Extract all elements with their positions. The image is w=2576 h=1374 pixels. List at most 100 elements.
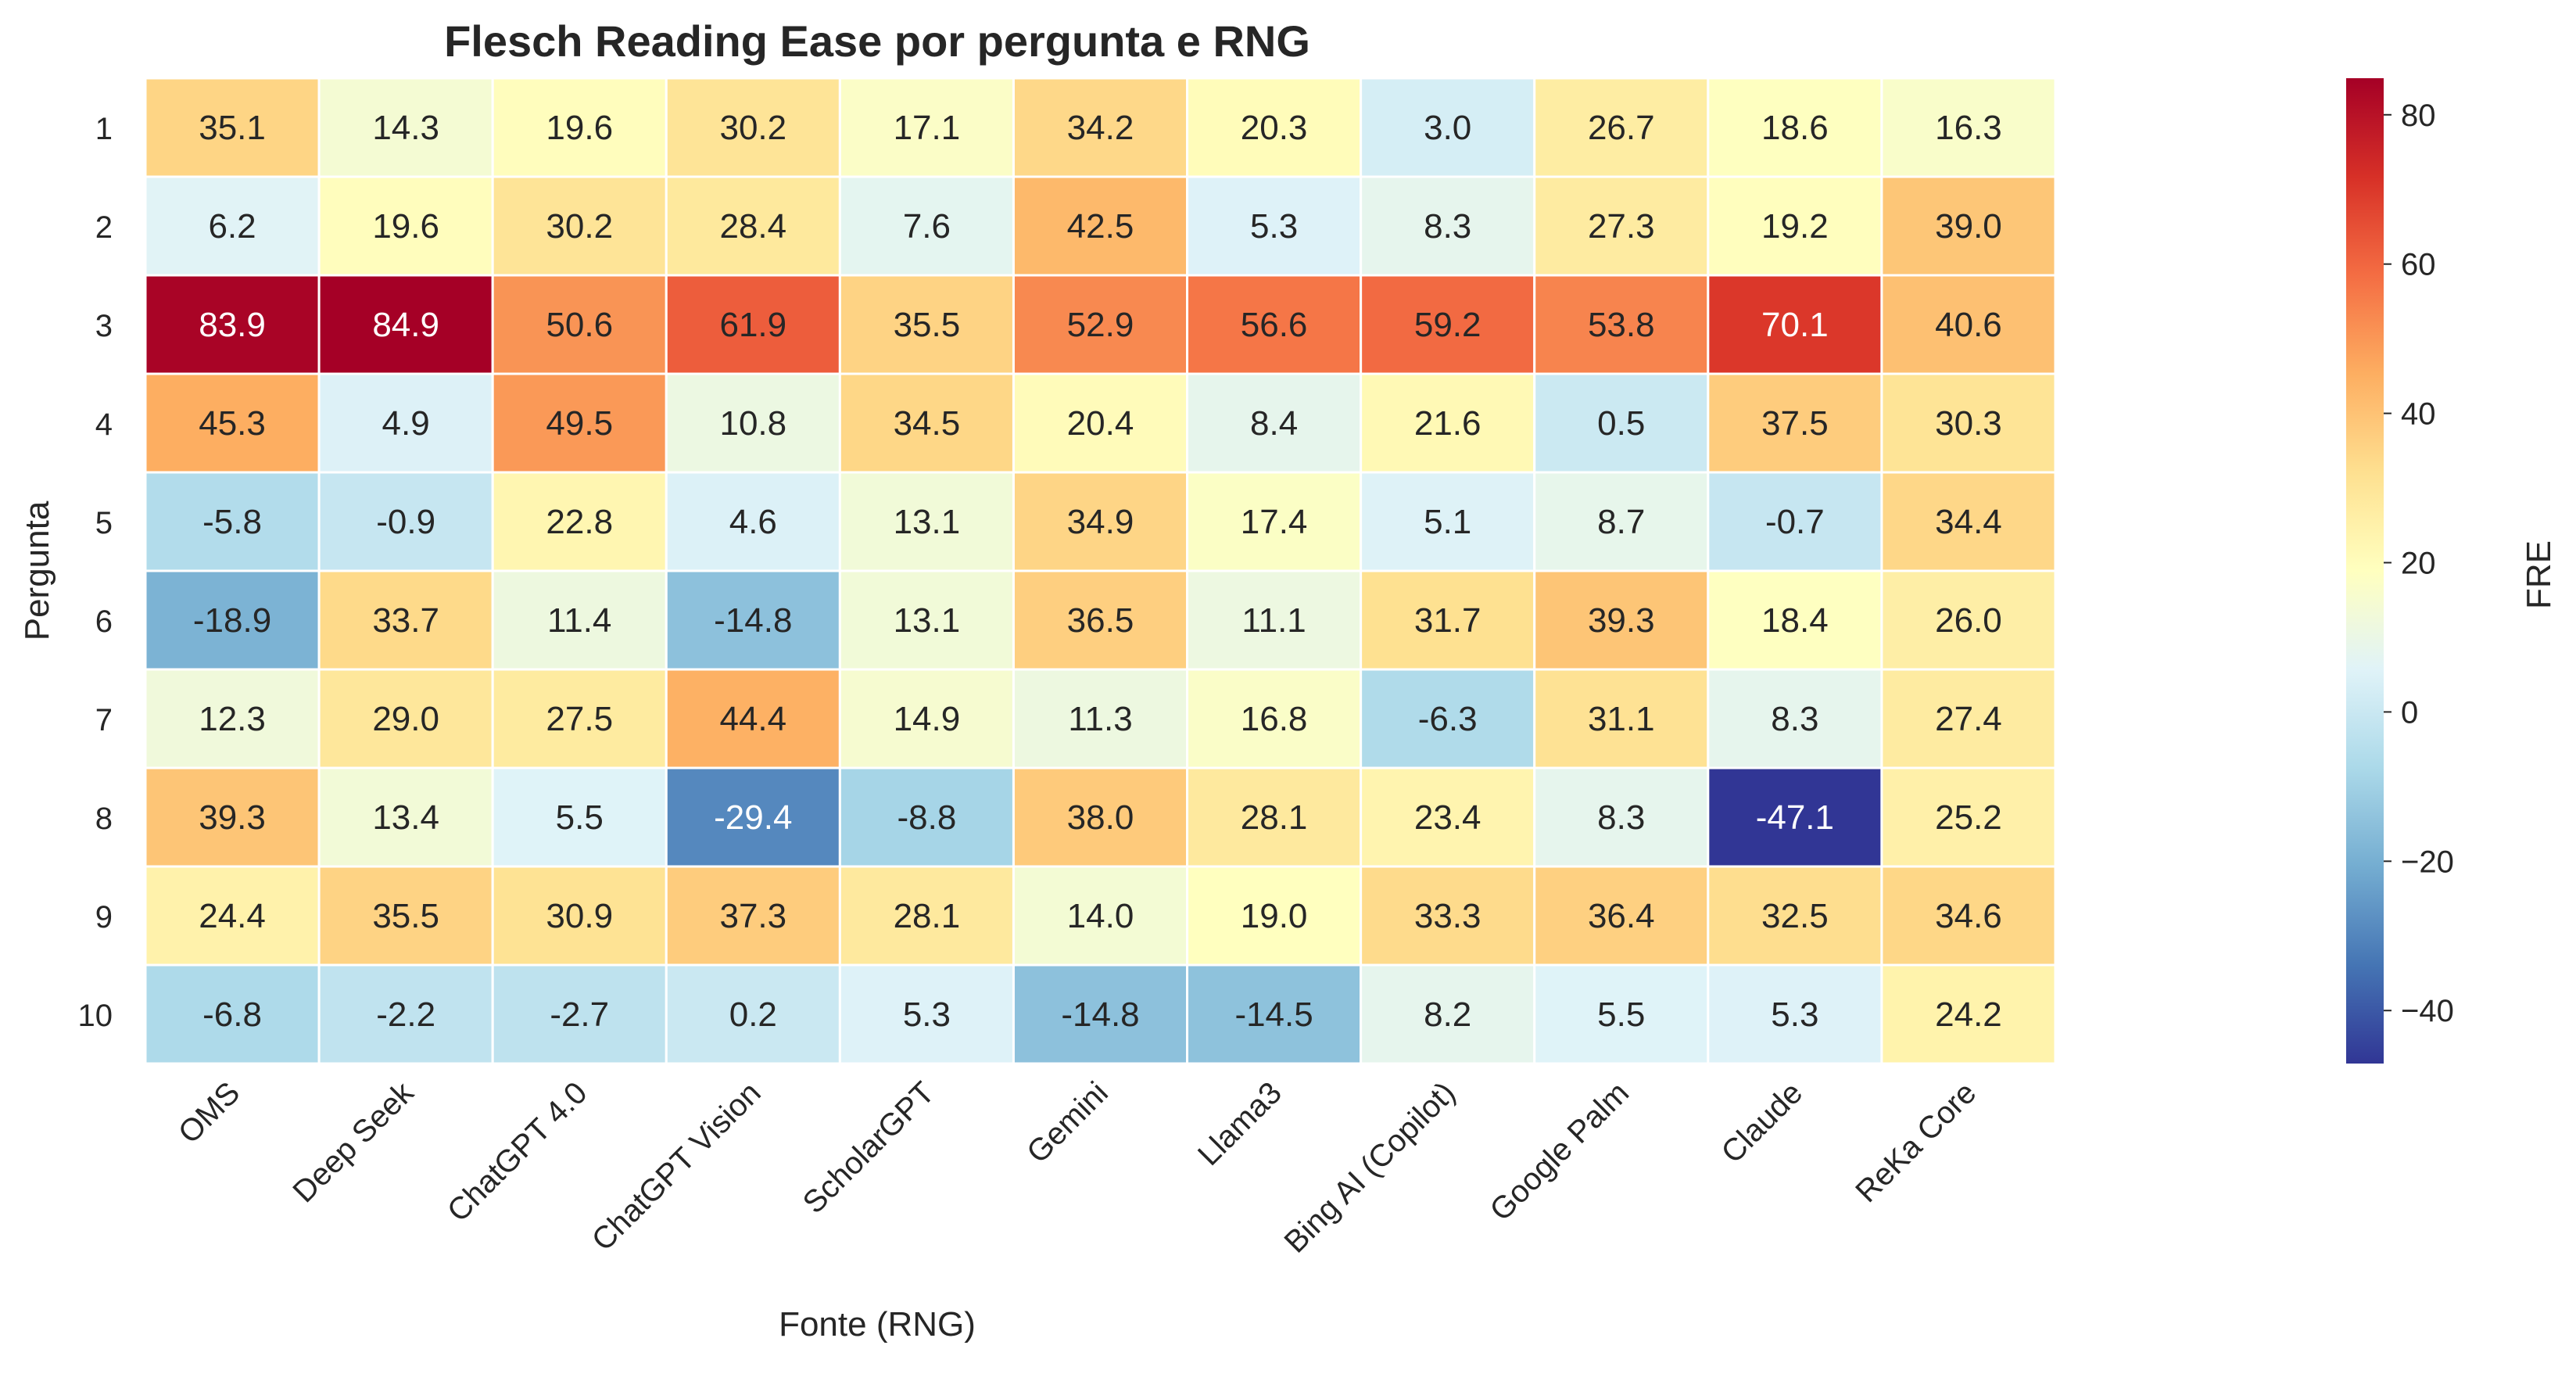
heatmap-cell — [1707, 668, 1883, 770]
cell-value-label: -29.4 — [714, 798, 792, 837]
heatmap-cell — [1186, 471, 1363, 572]
heatmap-cell — [1880, 569, 2057, 671]
row-tick-label: 7 — [95, 703, 113, 737]
row-tick-label: 9 — [95, 900, 113, 935]
heatmap-cell — [1012, 372, 1189, 474]
heatmap-cell — [491, 471, 668, 572]
heatmap-cell — [665, 372, 841, 474]
heatmap-cell — [1186, 175, 1363, 277]
cell-value-label: 84.9 — [372, 306, 439, 344]
heatmap-cell — [1880, 77, 2057, 178]
cell-value-label: 39.3 — [199, 798, 266, 837]
cell-value-label: -18.9 — [193, 601, 271, 640]
heatmap-cell — [1360, 175, 1536, 277]
cell-value-label: -5.8 — [202, 503, 262, 541]
heatmap-cell — [317, 766, 494, 868]
heatmap-cell — [1533, 274, 1710, 375]
colorbar-tick-label: −40 — [2401, 994, 2454, 1028]
cell-value-label: 8.4 — [1250, 404, 1298, 443]
heatmap-cell — [838, 175, 1015, 277]
cell-value-label: 21.6 — [1414, 404, 1481, 443]
column-tick-label: Google Palm — [1484, 1075, 1636, 1228]
heatmap-cell — [1012, 274, 1189, 375]
heatmap-cell — [1186, 274, 1363, 375]
heatmap-cell — [1360, 77, 1536, 178]
heatmap-cell — [1533, 471, 1710, 572]
cell-value-label: 59.2 — [1414, 306, 1481, 344]
cell-value-label: 13.1 — [894, 601, 961, 640]
cell-value-label: 70.1 — [1761, 306, 1829, 344]
chart-title: Flesch Reading Ease por pergunta e RNG — [444, 16, 1310, 66]
cell-value-label: 13.4 — [372, 798, 439, 837]
cell-value-label: 8.2 — [1424, 996, 1471, 1034]
heatmap-cell — [491, 175, 668, 277]
cell-value-label: 34.2 — [1067, 109, 1134, 147]
cell-value-label: 25.2 — [1935, 798, 2002, 837]
cell-value-label: 16.8 — [1241, 700, 1308, 738]
cell-value-label: 17.1 — [894, 109, 961, 147]
cell-value-label: 19.6 — [546, 109, 613, 147]
heatmap-cell — [144, 175, 321, 277]
row-tick-label: 4 — [95, 407, 113, 442]
cell-value-label: 39.3 — [1588, 601, 1655, 640]
row-tick-label: 3 — [95, 309, 113, 343]
heatmap-cell — [1880, 175, 2057, 277]
cell-value-label: 31.7 — [1414, 601, 1481, 640]
heatmap-cell — [1707, 963, 1883, 1065]
heatmap-cell — [838, 274, 1015, 375]
column-tick-label: Claude — [1714, 1075, 1809, 1170]
heatmap-cell — [1533, 668, 1710, 770]
y-axis-label: Pergunta — [18, 500, 56, 640]
heatmap-cell — [317, 77, 494, 178]
heatmap-cell — [665, 471, 841, 572]
heatmap-cell — [491, 372, 668, 474]
cell-value-label: 11.4 — [547, 601, 611, 640]
heatmap-cell — [491, 963, 668, 1065]
heatmap-cell — [491, 668, 668, 770]
column-tick-label: Llama3 — [1191, 1075, 1288, 1172]
cell-value-label: 19.0 — [1241, 897, 1308, 935]
heatmap-cell — [1880, 668, 2057, 770]
cell-value-label: 12.3 — [199, 700, 266, 738]
cell-value-label: 24.4 — [199, 897, 266, 935]
cell-value-label: 13.1 — [894, 503, 961, 541]
cell-value-label: 16.3 — [1935, 109, 2002, 147]
row-tick-label: 2 — [95, 210, 113, 245]
cell-value-label: 27.5 — [546, 700, 613, 738]
cell-value-label: 33.3 — [1414, 897, 1481, 935]
cell-value-label: 45.3 — [199, 404, 266, 443]
cell-value-label: 61.9 — [719, 306, 786, 344]
heatmap-cell — [144, 77, 321, 178]
cell-value-label: 26.7 — [1588, 109, 1655, 147]
heatmap-cell — [1880, 471, 2057, 572]
cell-value-label: -14.8 — [1061, 996, 1139, 1034]
heatmap-cell — [1012, 471, 1189, 572]
row-tick-label: 1 — [95, 112, 113, 146]
heatmap-cell — [1012, 668, 1189, 770]
heatmap-cell — [1533, 569, 1710, 671]
cell-value-label: -14.5 — [1234, 996, 1313, 1034]
heatmap-cell — [144, 274, 321, 375]
heatmap-cell — [838, 963, 1015, 1065]
cell-value-label: 34.5 — [894, 404, 961, 443]
cell-value-label: 30.9 — [546, 897, 613, 935]
heatmap-cell — [838, 766, 1015, 868]
column-tick-label: Deep Seek — [286, 1075, 421, 1210]
colorbar-tick-label: 60 — [2401, 248, 2436, 282]
heatmap-cell — [1533, 175, 1710, 277]
column-tick-label: ChatGPT 4.0 — [441, 1075, 594, 1229]
column-tick-label: ChatGPT Vision — [586, 1075, 768, 1257]
cell-value-label: 14.3 — [372, 109, 439, 147]
column-tick-label: ReKa Core — [1849, 1075, 1983, 1209]
cell-value-label: 8.3 — [1597, 798, 1645, 837]
heatmap-cell — [317, 668, 494, 770]
colorbar-label: FRE — [2520, 540, 2558, 609]
column-tick-label: Gemini — [1020, 1075, 1115, 1170]
cell-value-label: 8.7 — [1597, 503, 1645, 541]
heatmap-cell — [1360, 766, 1536, 868]
colorbar-tick-label: 40 — [2401, 397, 2436, 432]
cell-value-label: 17.4 — [1241, 503, 1308, 541]
heatmap-cell — [1707, 766, 1883, 868]
heatmap-cell — [1880, 274, 2057, 375]
